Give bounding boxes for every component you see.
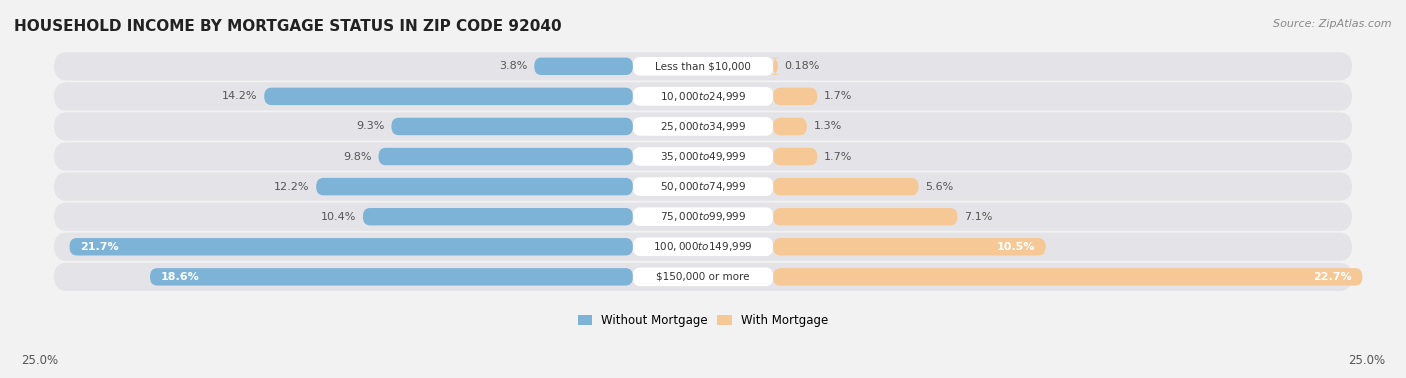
FancyBboxPatch shape	[633, 87, 773, 106]
Text: 10.4%: 10.4%	[321, 212, 356, 222]
Text: 25.0%: 25.0%	[1348, 354, 1385, 367]
FancyBboxPatch shape	[633, 268, 773, 286]
FancyBboxPatch shape	[53, 52, 1353, 81]
FancyBboxPatch shape	[773, 88, 817, 105]
Text: 7.1%: 7.1%	[965, 212, 993, 222]
Text: 1.3%: 1.3%	[813, 121, 842, 132]
FancyBboxPatch shape	[53, 143, 1353, 171]
Text: 5.6%: 5.6%	[925, 181, 953, 192]
Text: Source: ZipAtlas.com: Source: ZipAtlas.com	[1274, 19, 1392, 29]
FancyBboxPatch shape	[773, 268, 1362, 286]
FancyBboxPatch shape	[53, 263, 1353, 291]
Text: Less than $10,000: Less than $10,000	[655, 61, 751, 71]
FancyBboxPatch shape	[770, 57, 780, 75]
Text: HOUSEHOLD INCOME BY MORTGAGE STATUS IN ZIP CODE 92040: HOUSEHOLD INCOME BY MORTGAGE STATUS IN Z…	[14, 19, 561, 34]
FancyBboxPatch shape	[391, 118, 633, 135]
FancyBboxPatch shape	[150, 268, 633, 286]
FancyBboxPatch shape	[633, 208, 773, 226]
FancyBboxPatch shape	[633, 147, 773, 166]
FancyBboxPatch shape	[773, 148, 817, 165]
Text: $150,000 or more: $150,000 or more	[657, 272, 749, 282]
Text: 0.18%: 0.18%	[785, 61, 820, 71]
FancyBboxPatch shape	[378, 148, 633, 165]
FancyBboxPatch shape	[633, 117, 773, 136]
FancyBboxPatch shape	[69, 238, 633, 256]
FancyBboxPatch shape	[773, 178, 918, 195]
Text: 12.2%: 12.2%	[274, 181, 309, 192]
FancyBboxPatch shape	[534, 57, 633, 75]
Text: 21.7%: 21.7%	[80, 242, 118, 252]
Text: 1.7%: 1.7%	[824, 91, 852, 101]
Text: 9.8%: 9.8%	[343, 152, 373, 161]
Text: $75,000 to $99,999: $75,000 to $99,999	[659, 210, 747, 223]
FancyBboxPatch shape	[363, 208, 633, 225]
Text: $100,000 to $149,999: $100,000 to $149,999	[654, 240, 752, 253]
Text: 3.8%: 3.8%	[499, 61, 527, 71]
Text: 25.0%: 25.0%	[21, 354, 58, 367]
FancyBboxPatch shape	[53, 172, 1353, 201]
FancyBboxPatch shape	[633, 237, 773, 256]
Text: 18.6%: 18.6%	[160, 272, 200, 282]
Text: 10.5%: 10.5%	[997, 242, 1035, 252]
FancyBboxPatch shape	[53, 112, 1353, 141]
Text: 14.2%: 14.2%	[222, 91, 257, 101]
Text: 22.7%: 22.7%	[1313, 272, 1353, 282]
Text: 1.7%: 1.7%	[824, 152, 852, 161]
Text: 9.3%: 9.3%	[357, 121, 385, 132]
FancyBboxPatch shape	[633, 177, 773, 196]
FancyBboxPatch shape	[53, 82, 1353, 110]
FancyBboxPatch shape	[773, 238, 1046, 256]
FancyBboxPatch shape	[316, 178, 633, 195]
FancyBboxPatch shape	[53, 232, 1353, 261]
FancyBboxPatch shape	[264, 88, 633, 105]
FancyBboxPatch shape	[773, 118, 807, 135]
Text: $35,000 to $49,999: $35,000 to $49,999	[659, 150, 747, 163]
Text: $50,000 to $74,999: $50,000 to $74,999	[659, 180, 747, 193]
FancyBboxPatch shape	[633, 57, 773, 76]
Legend: Without Mortgage, With Mortgage: Without Mortgage, With Mortgage	[578, 314, 828, 327]
Text: $25,000 to $34,999: $25,000 to $34,999	[659, 120, 747, 133]
FancyBboxPatch shape	[53, 203, 1353, 231]
FancyBboxPatch shape	[773, 208, 957, 225]
Text: $10,000 to $24,999: $10,000 to $24,999	[659, 90, 747, 103]
